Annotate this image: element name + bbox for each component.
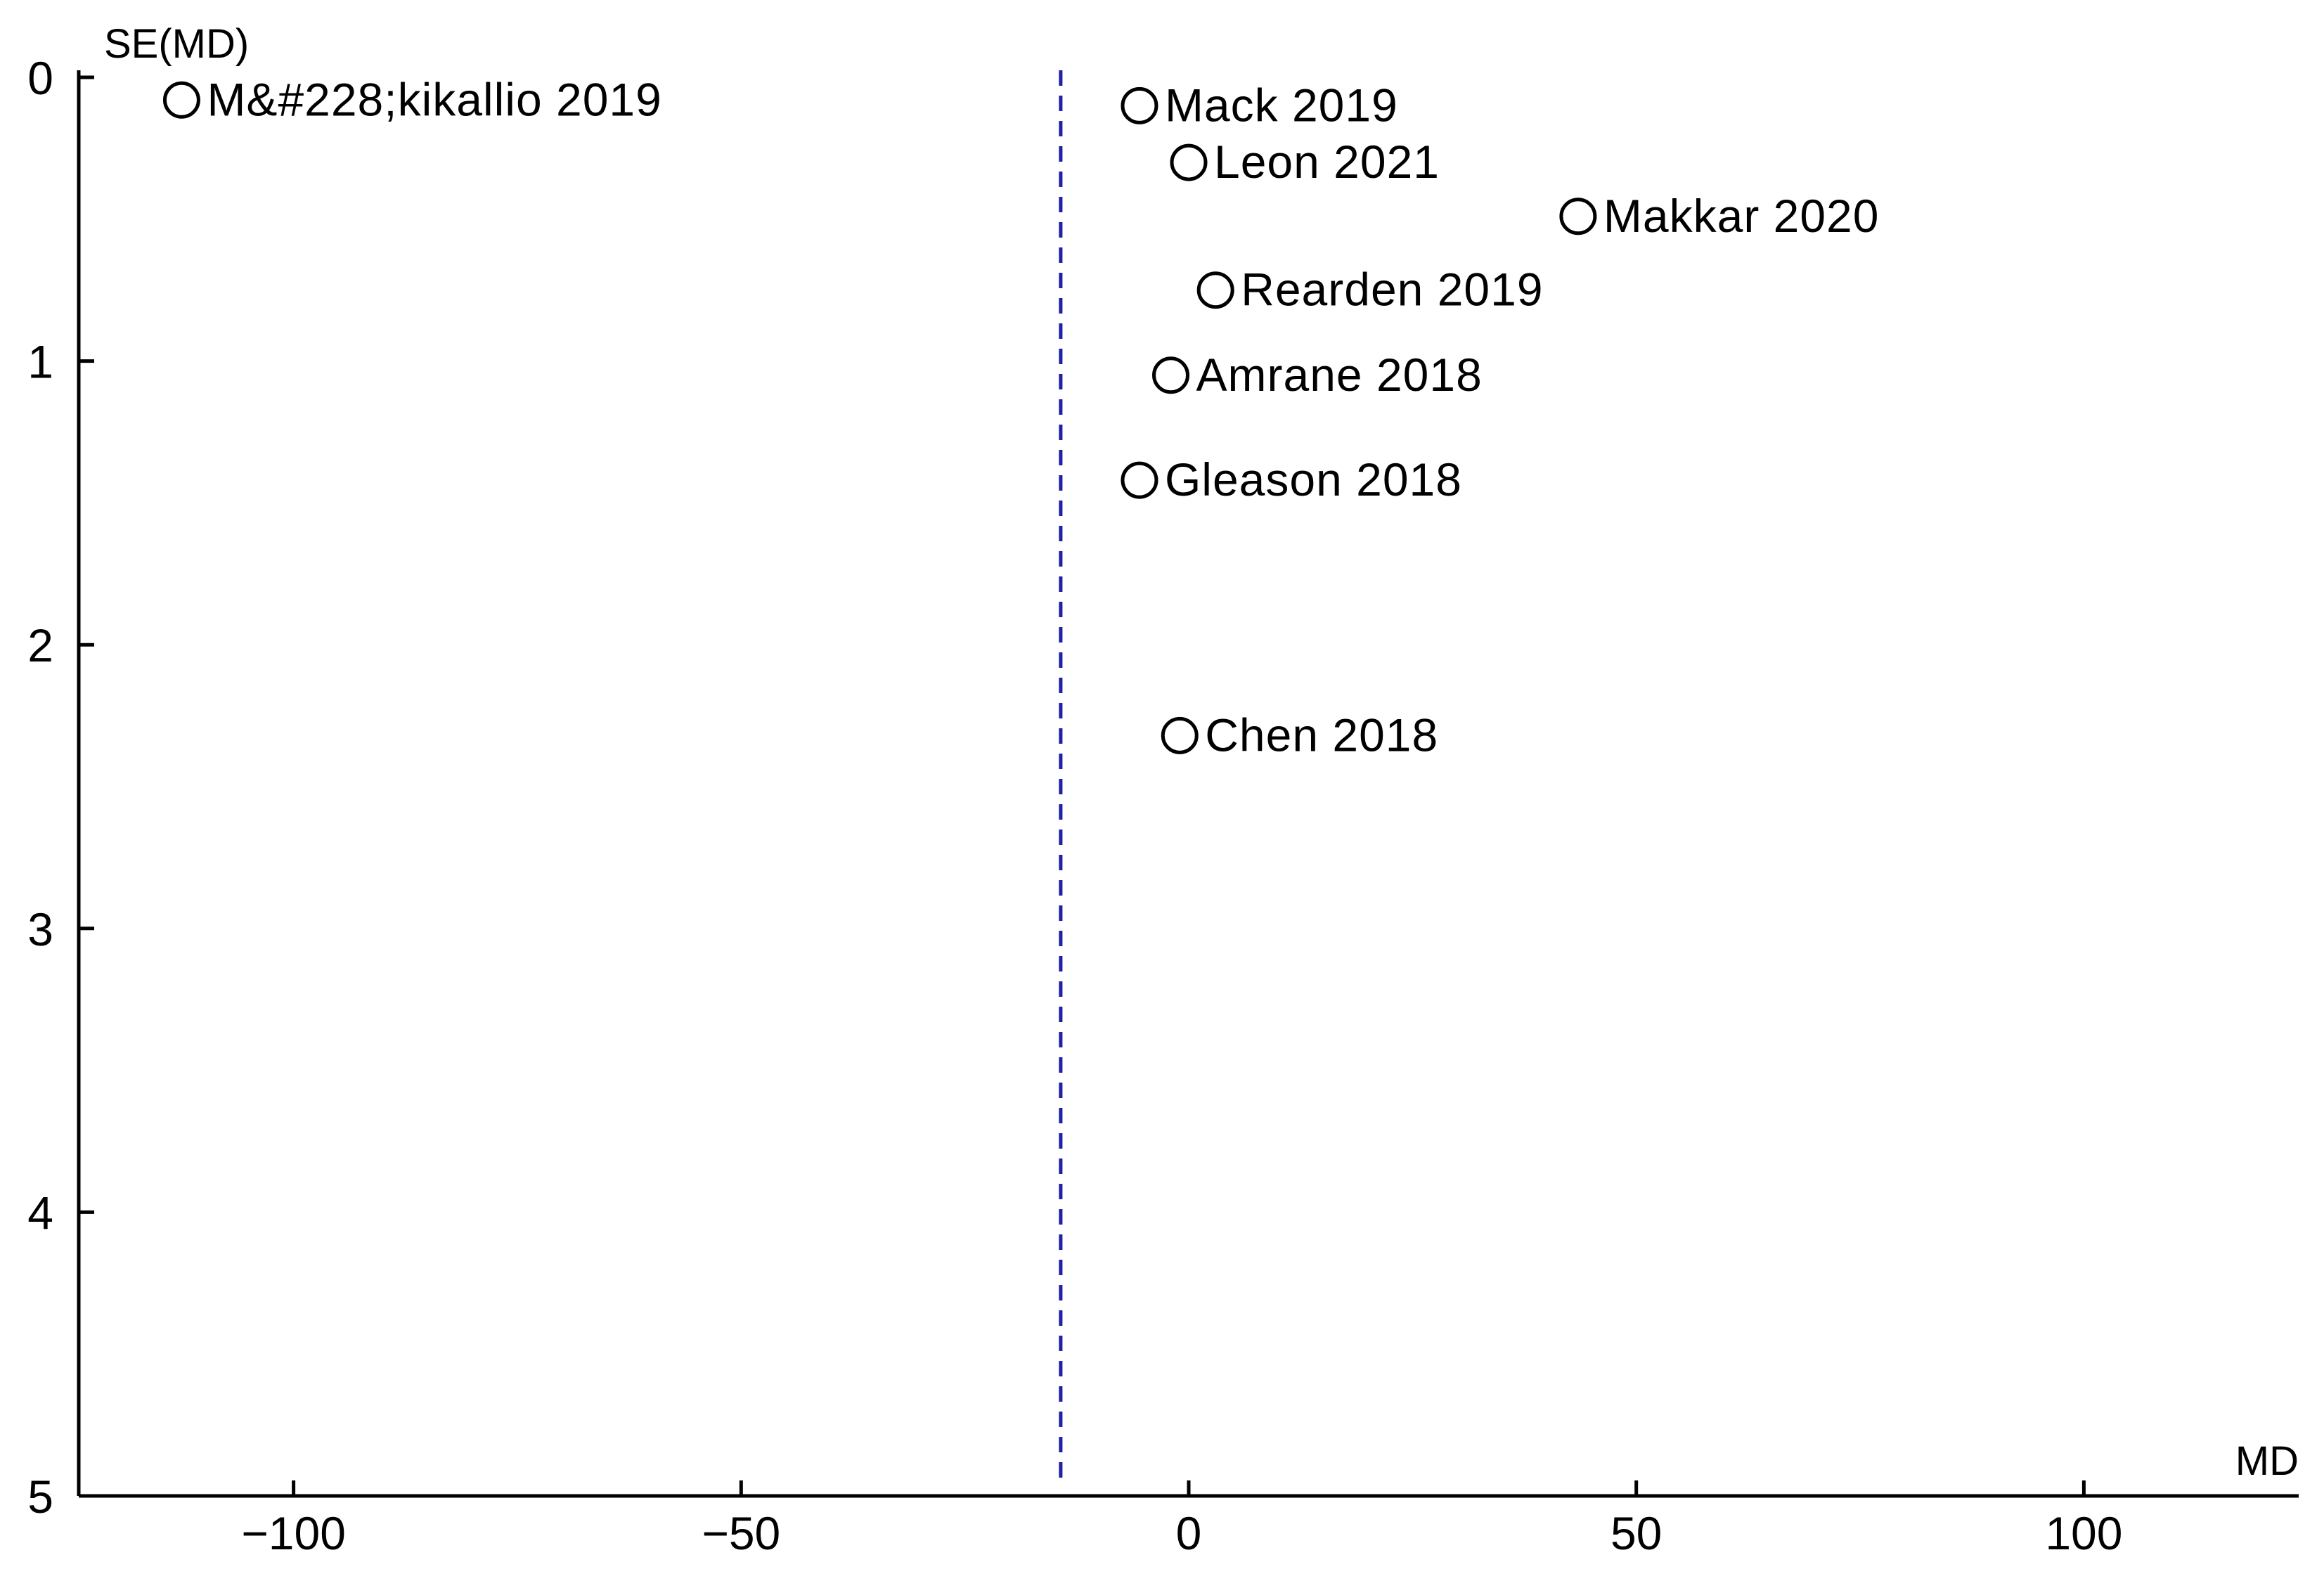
study-label-7: Gleason 2018 [1165,453,1462,505]
study-point-1 [162,81,200,119]
x-tick-label--100: −100 [241,1507,346,1559]
x-axis-title: MD [2235,1438,2299,1484]
study-point-5 [1196,271,1234,309]
study-label-8: Chen 2018 [1205,709,1438,761]
x-tick-label-50: 50 [1610,1507,1662,1559]
y-tick-label-0: 0 [27,52,53,104]
x-tick-label-0: 0 [1176,1507,1202,1559]
y-tick-label-4: 4 [27,1187,53,1239]
y-axis-title: SE(MD) [104,21,249,67]
study-point-8 [1161,716,1199,754]
study-label-1: M&#228;kikallio 2019 [207,73,661,125]
study-point-4 [1559,198,1597,235]
study-point-2 [1121,86,1158,124]
study-point-6 [1152,356,1190,394]
study-point-3 [1170,143,1208,181]
study-label-5: Rearden 2019 [1241,264,1543,316]
y-tick-label-2: 2 [27,619,53,671]
x-tick-label--50: −50 [702,1507,780,1559]
y-tick-label-1: 1 [27,336,53,388]
study-label-4: Makkar 2020 [1603,190,1880,242]
x-tick-label-100: 100 [2045,1507,2122,1559]
y-tick-label-5: 5 [27,1471,53,1523]
study-label-3: Leon 2021 [1214,136,1440,188]
study-label-2: Mack 2019 [1165,79,1398,131]
study-label-6: Amrane 2018 [1196,349,1483,401]
study-point-7 [1121,461,1158,499]
y-tick-label-3: 3 [27,903,53,955]
